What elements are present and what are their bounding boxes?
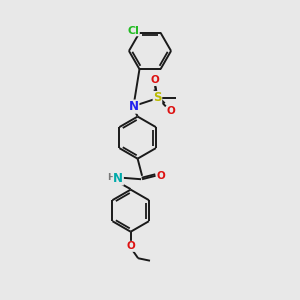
Text: N: N: [113, 172, 123, 185]
Text: O: O: [126, 241, 135, 251]
Text: O: O: [156, 171, 165, 181]
Text: S: S: [153, 92, 162, 104]
Text: N: N: [129, 100, 139, 113]
Text: O: O: [167, 106, 175, 116]
Text: Cl: Cl: [127, 26, 139, 36]
Text: O: O: [151, 75, 159, 85]
Text: H: H: [107, 173, 115, 182]
